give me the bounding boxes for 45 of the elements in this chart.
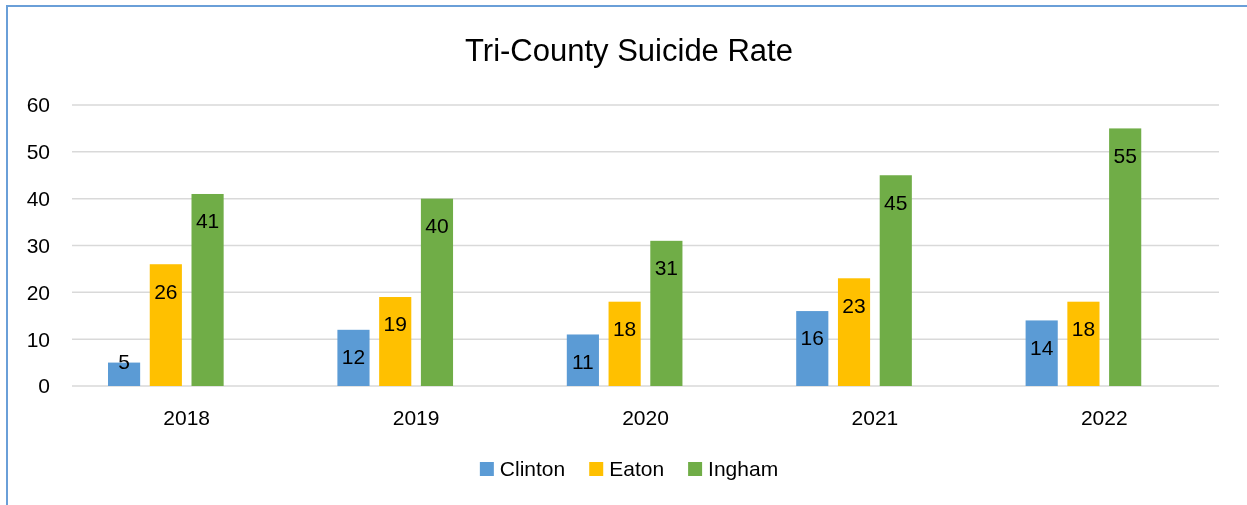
legend-label: Eaton <box>609 457 665 481</box>
x-tick-label: 2021 <box>851 406 899 430</box>
data-label: 18 <box>1071 317 1096 341</box>
bar <box>566 334 599 386</box>
data-label: 12 <box>341 345 366 369</box>
data-label: 19 <box>383 312 407 336</box>
y-tick-label: 0 <box>38 374 50 398</box>
x-tick-label: 2019 <box>392 406 440 430</box>
data-label: 55 <box>1113 143 1137 167</box>
bar <box>420 198 454 386</box>
bar <box>1109 128 1142 386</box>
bar <box>650 240 683 386</box>
legend-label: Clinton <box>499 457 566 481</box>
bar <box>879 175 912 386</box>
y-tick-label: 50 <box>26 140 50 164</box>
bar <box>1025 320 1058 386</box>
data-label: 5 <box>118 350 130 374</box>
data-label: 18 <box>612 317 637 341</box>
data-label: 45 <box>884 190 908 214</box>
bar <box>796 311 829 386</box>
data-label: 26 <box>154 279 178 303</box>
x-tick-label: 2022 <box>1080 406 1128 430</box>
y-tick-label: 30 <box>26 233 50 257</box>
bar <box>1067 301 1100 386</box>
data-label: 16 <box>800 326 824 350</box>
bar <box>337 329 370 386</box>
x-tick-label: 2018 <box>163 406 211 430</box>
bar <box>608 301 641 386</box>
y-tick-label: 10 <box>26 327 50 351</box>
bar <box>379 297 412 386</box>
x-tick-label: 2020 <box>622 406 669 430</box>
legend-label: Ingham <box>708 457 779 481</box>
data-label: 14 <box>1029 335 1054 359</box>
y-tick-label: 60 <box>26 93 50 117</box>
data-label: 40 <box>425 214 449 238</box>
chart-title: Tri-County Suicide Rate <box>465 32 793 68</box>
data-label: 11 <box>571 349 594 373</box>
y-tick-label: 20 <box>26 280 50 304</box>
data-label: 41 <box>195 209 220 233</box>
bar <box>191 193 224 386</box>
data-label: 31 <box>654 256 679 280</box>
bar <box>837 278 871 386</box>
data-label: 23 <box>842 293 866 317</box>
bar <box>149 264 182 386</box>
y-tick-label: 40 <box>26 187 50 211</box>
